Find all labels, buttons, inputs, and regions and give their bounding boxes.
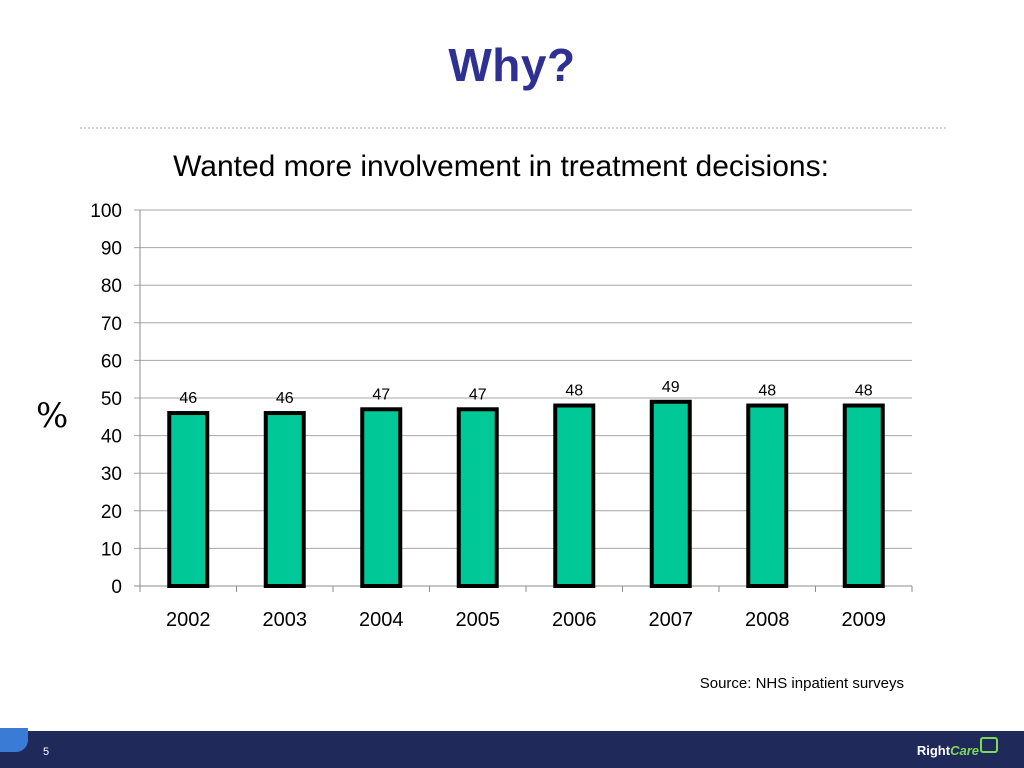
y-tick-label: 20 [101,502,122,523]
x-tick-label: 2005 [456,609,501,631]
source-note: Source: NHS inpatient surveys [699,675,904,692]
y-tick-label: 30 [101,464,122,485]
y-tick-label: 70 [101,314,122,335]
y-tick-label: 0 [111,577,122,598]
data-label: 47 [469,386,487,403]
footer-bar [0,731,1024,768]
y-axis-label: % [36,396,69,436]
chart-title: Wanted more involvement in treatment dec… [173,150,829,183]
y-tick-label: 100 [90,201,122,222]
bar-chart: 0 10 20 30 40 50 60 70 80 90 100 46 2002 46 2003 47 2004… [90,201,913,631]
bar [263,411,306,589]
y-tick-label: 50 [101,389,122,410]
page-number: 5 [43,746,50,758]
data-label: 48 [855,383,873,400]
bar [456,407,499,588]
data-label: 47 [372,386,390,403]
slide-title: Why? [448,39,576,91]
y-tick-label: 10 [101,539,122,560]
logo-text-care: Care [950,742,979,758]
footer-accent [0,728,28,752]
y-tick-label: 90 [101,239,122,260]
x-tick-label: 2007 [649,609,694,631]
x-tick-label: 2003 [263,609,308,631]
x-tick-label: 2002 [166,609,211,631]
bar [360,407,403,588]
x-tick-label: 2004 [359,609,404,631]
y-tick-label: 40 [101,427,122,448]
data-label: 48 [758,383,776,400]
x-tick-label: 2008 [745,609,790,631]
bar [842,403,885,588]
bar [167,411,210,589]
data-label: 46 [276,390,294,407]
speech-bubble-icon [980,737,998,753]
data-label: 46 [179,390,197,407]
x-tick-label: 2006 [552,609,597,631]
y-tick-label: 60 [101,351,122,372]
data-label: 48 [565,383,583,400]
logo-text-right: Right [916,742,951,758]
data-label: 49 [662,379,680,396]
bar [746,403,789,588]
title-divider [80,127,946,129]
x-tick-label: 2009 [842,609,887,631]
bar [553,403,596,588]
bar [649,399,692,589]
y-tick-label: 80 [101,276,122,297]
rightcare-logo: RightCare [916,737,998,761]
